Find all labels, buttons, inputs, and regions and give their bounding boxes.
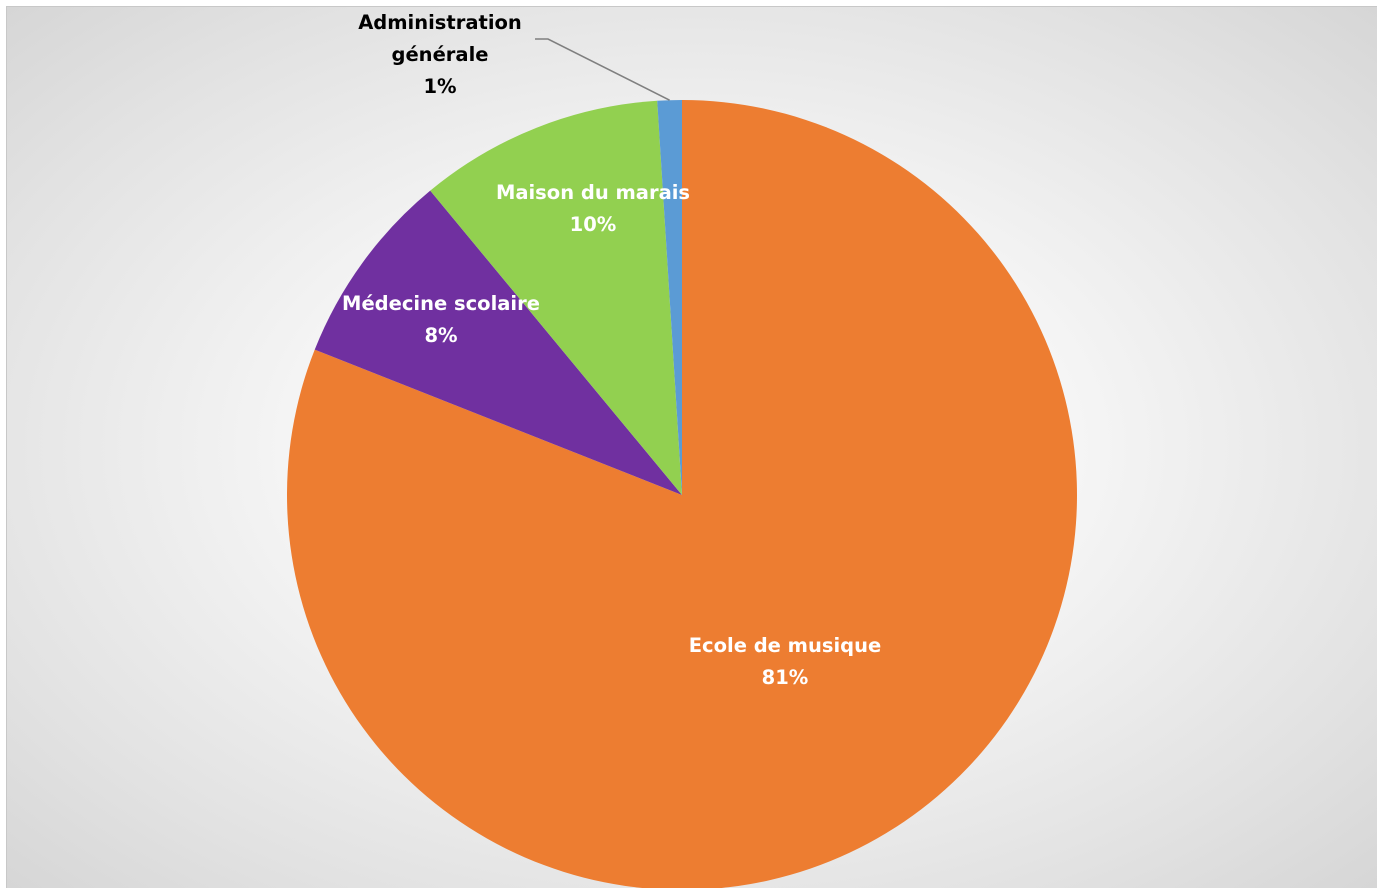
leader-lines bbox=[535, 38, 670, 101]
pie-slice-medecine-scolaire bbox=[314, 190, 682, 495]
pie-slice-administration-generale bbox=[657, 100, 682, 495]
data-label-maison-du-marais: Maison du marais 10% bbox=[496, 181, 690, 236]
chart-area: Ecole de musique 81% Médecine scolaire 8% Ma… bbox=[6, 6, 1377, 888]
data-label-ecole-de-musique: Ecole de musique 81% bbox=[689, 634, 882, 689]
pie-slice-maison-du-marais bbox=[430, 100, 682, 495]
pie-slice-ecole-de-musique bbox=[287, 100, 1077, 888]
data-label-medecine-scolaire: Médecine scolaire 8% bbox=[342, 292, 540, 347]
pie-chart: Ecole de musique 81% Médecine scolaire 8% Ma… bbox=[287, 11, 1077, 888]
pie-slices bbox=[287, 100, 1077, 888]
leader-line-administration-generale bbox=[535, 38, 670, 101]
data-label-administration-generale: Administration générale 1% bbox=[358, 11, 522, 98]
data-labels: Ecole de musique 81% Médecine scolaire 8% Ma… bbox=[342, 11, 881, 689]
